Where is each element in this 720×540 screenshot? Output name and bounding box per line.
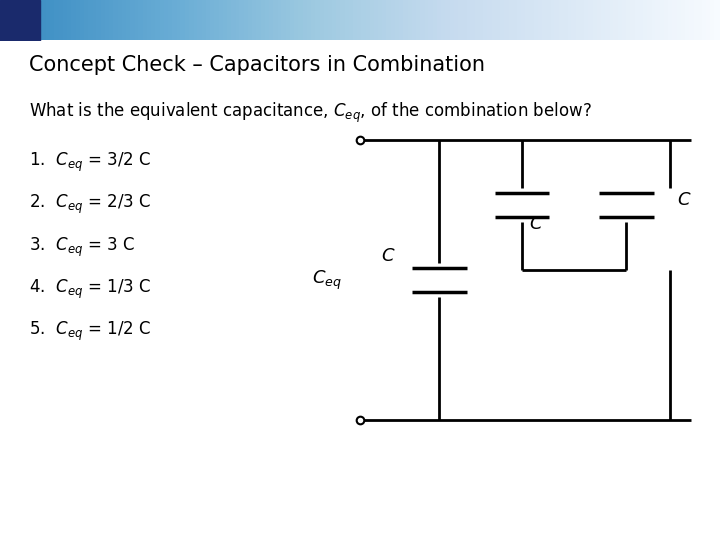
Text: $C_{eq}$: $C_{eq}$ [312, 269, 342, 292]
Text: 2.  $C_{eq}$ = 2/3 C: 2. $C_{eq}$ = 2/3 C [29, 193, 151, 216]
Text: 4.  $C_{eq}$ = 1/3 C: 4. $C_{eq}$ = 1/3 C [29, 278, 151, 301]
Text: Concept Check – Capacitors in Combination: Concept Check – Capacitors in Combinatio… [29, 56, 485, 76]
Text: $C$: $C$ [382, 247, 396, 265]
Text: 3.  $C_{eq}$ = 3 C: 3. $C_{eq}$ = 3 C [29, 235, 135, 259]
Text: $C$: $C$ [529, 215, 544, 233]
Text: 5.  $C_{eq}$ = 1/2 C: 5. $C_{eq}$ = 1/2 C [29, 320, 150, 343]
Text: What is the equivalent capacitance, $C_{eq}$, of the combination below?: What is the equivalent capacitance, $C_{… [29, 100, 592, 125]
Text: $C$: $C$ [677, 191, 691, 210]
Bar [0, 0, 40, 40]
Text: 1.  $C_{eq}$ = 3/2 C: 1. $C_{eq}$ = 3/2 C [29, 150, 150, 173]
